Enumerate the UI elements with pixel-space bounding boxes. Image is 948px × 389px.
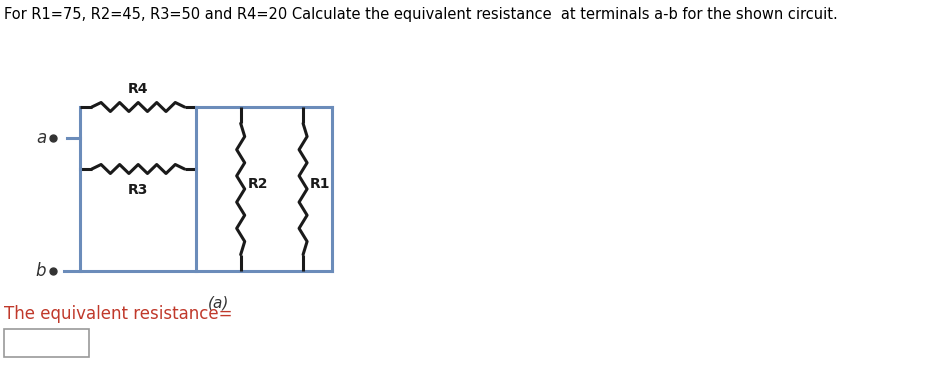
Text: (a): (a) [208,296,229,311]
Text: a: a [36,129,46,147]
Text: b: b [36,262,46,280]
Text: R2: R2 [247,177,268,191]
Text: For R1=75, R2=45, R3=50 and R4=20 Calculate the equivalent resistance  at termin: For R1=75, R2=45, R3=50 and R4=20 Calcul… [5,7,838,22]
FancyBboxPatch shape [5,329,89,357]
Text: R4: R4 [128,82,149,96]
Text: R1: R1 [310,177,331,191]
Text: R3: R3 [128,183,148,197]
Text: The equivalent resistance=: The equivalent resistance= [5,305,233,323]
